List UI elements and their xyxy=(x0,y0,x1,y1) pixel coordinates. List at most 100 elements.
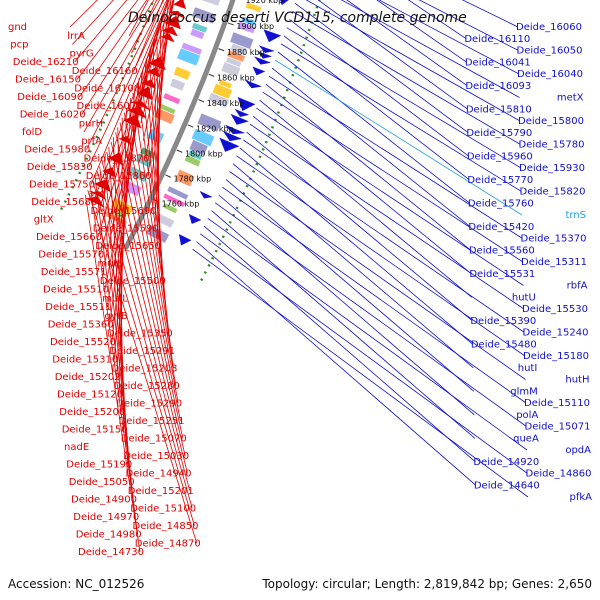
left-leader-1 xyxy=(128,0,149,36)
reverse-gene-label-14: Deide_15820 xyxy=(520,187,586,198)
right-leader-22 xyxy=(256,107,524,286)
forward-gene-label-48: nadE xyxy=(64,442,89,453)
tick-mark-5 xyxy=(218,48,225,52)
reverse-gene-label-34: Deide_15071 xyxy=(525,422,591,433)
reverse-gene-label-2: Deide_16050 xyxy=(517,46,583,57)
forward-gene-label-8: Deide_16090 xyxy=(17,92,83,103)
gene-feature-65 xyxy=(230,43,247,56)
gene-feature-87 xyxy=(280,0,289,6)
forward-gene-label-60: Deide_14730 xyxy=(78,547,144,558)
reverse-gene-label-3: Deide_16041 xyxy=(465,57,531,68)
reverse-gene-label-12: Deide_15930 xyxy=(519,163,585,174)
right-leader-34 xyxy=(214,202,527,427)
left-leader-6 xyxy=(76,0,139,80)
reverse-gene-label-28: Deide_15180 xyxy=(523,351,589,362)
gene-feature-67 xyxy=(225,57,242,68)
reverse-gene-label-33: polA xyxy=(516,410,538,421)
right-leader-29 xyxy=(232,163,474,369)
right-leader-39 xyxy=(196,241,477,486)
tick-label-8: 1820 kbp xyxy=(196,124,234,133)
reverse-gene-label-5: Deide_16093 xyxy=(465,81,531,92)
forward-gene-label-34: Deide_15360 xyxy=(48,320,114,331)
tick-label-3: 1920 kbp xyxy=(246,0,284,5)
forward-gene-label-30: Deide_15510 xyxy=(43,285,109,296)
forward-gene-label-36: Deide_15520 xyxy=(50,337,116,348)
reverse-gene-label-39: Deide_14640 xyxy=(474,480,540,491)
reverse-gene-label-29: hutI xyxy=(518,363,538,374)
tick-label-10: 1780 kbp xyxy=(174,175,212,184)
left-leader-35 xyxy=(140,73,170,334)
gene-feature-72 xyxy=(197,113,222,132)
gene-feature-100 xyxy=(199,190,213,199)
right-leader-10 xyxy=(292,11,521,145)
gene-feature-66 xyxy=(226,50,246,62)
reverse-gene-label-15: Deide_15760 xyxy=(468,198,534,209)
reverse-gene-label-40: pfkA xyxy=(570,492,593,503)
gene-feature-102 xyxy=(178,234,192,246)
reverse-gene-label-31: glmM xyxy=(510,386,538,397)
gene-feature-70 xyxy=(212,83,233,99)
gene-feature-95 xyxy=(234,108,250,117)
forward-gene-label-29: Deide_15500 xyxy=(100,276,166,287)
gene-feature-73 xyxy=(191,128,215,147)
gene-feature-76 xyxy=(184,155,201,167)
forward-gene-label-47: Deide_15070 xyxy=(121,433,187,444)
forward-gene-label-1: lrrA xyxy=(67,31,85,42)
gene-feature-77 xyxy=(175,169,195,187)
right-leader-37 xyxy=(203,225,476,463)
right-leader-16 xyxy=(274,59,523,216)
gene-labels: gndlrrApcppyrGDeide_16210Deide_16160Deid… xyxy=(8,22,592,558)
forward-gene-label-38: Deide_15310 xyxy=(52,355,118,366)
genome-backbone xyxy=(123,0,236,250)
forward-gene-label-14: Deide_15980 xyxy=(24,145,90,156)
tick-mark-4 xyxy=(227,22,234,26)
reverse-gene-label-0: Deide_16060 xyxy=(516,22,582,33)
reverse-gene-label-16: trnS xyxy=(565,210,586,221)
left-leader-4 xyxy=(74,0,128,63)
forward-gene-label-9: Deide_16070 xyxy=(77,101,143,112)
gene-feature-62 xyxy=(241,16,257,26)
forward-gene-label-37: Deide_15291 xyxy=(109,346,175,357)
forward-gene-label-33: gyrB xyxy=(105,311,128,322)
right-leader-3 xyxy=(376,0,468,63)
left-leader-18 xyxy=(90,0,169,185)
left-leader-58 xyxy=(89,185,139,535)
right-leader-8 xyxy=(305,0,521,122)
gene-feature-61 xyxy=(245,2,262,13)
reverse-gene-label-23: hutU xyxy=(512,292,536,303)
forward-gene-label-32: Deide_15511 xyxy=(45,302,111,313)
reverse-gene-label-26: Deide_15240 xyxy=(523,328,589,339)
tick-mark-8 xyxy=(187,124,194,128)
forward-gene-label-41: Deide_15280 xyxy=(114,381,180,392)
forward-gene-label-4: Deide_16210 xyxy=(13,57,79,68)
gene-feature-38 xyxy=(181,42,202,55)
forward-gene-label-7: Deide_16100 xyxy=(74,83,140,94)
forward-gene-label-5: Deide_16160 xyxy=(72,66,138,77)
forward-gene-label-0: gnd xyxy=(8,22,27,33)
gene-feature-75 xyxy=(188,150,203,161)
gene-feature-88 xyxy=(263,29,282,43)
gene-feature-41 xyxy=(170,78,186,91)
forward-gene-label-40: Deide_15202 xyxy=(55,372,121,383)
right-leader-27 xyxy=(239,147,474,345)
reverse-gene-label-32: Deide_15110 xyxy=(524,398,590,409)
forward-gene-label-12: folD xyxy=(22,127,42,138)
right-leader-23 xyxy=(252,115,473,298)
gene-feature-68 xyxy=(221,62,241,77)
forward-gene-label-19: asd xyxy=(88,188,106,199)
forward-gene-label-45: Deide_15251 xyxy=(119,416,185,427)
gene-feature-99 xyxy=(219,137,240,152)
right-leader-32 xyxy=(222,186,527,404)
left-leader-33 xyxy=(144,63,167,316)
forward-gene-label-21: Deide_15690 xyxy=(91,206,157,217)
right-leader-21 xyxy=(259,99,472,275)
right-leader-36 xyxy=(207,217,528,451)
forward-gene-label-39: Deide_15203 xyxy=(112,363,178,374)
left-leader-53 xyxy=(101,161,191,491)
right-leader-20 xyxy=(262,91,524,263)
tick-label-6: 1860 kbp xyxy=(217,74,255,83)
left-leader-51 xyxy=(106,151,188,474)
forward-gene-label-25: Deide_15650 xyxy=(95,241,161,252)
reverse-gene-label-36: opdA xyxy=(565,445,591,456)
reverse-gene-label-10: Deide_15780 xyxy=(519,140,585,151)
